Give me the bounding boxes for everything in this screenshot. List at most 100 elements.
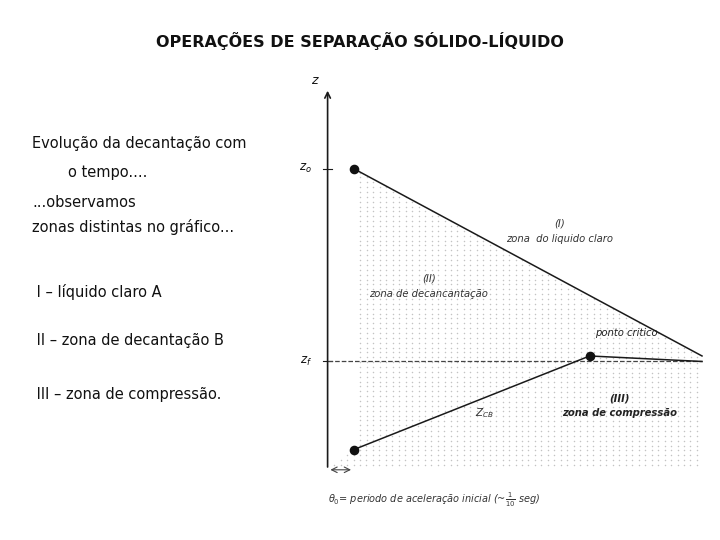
Text: z: z [311,74,318,87]
Point [484,456,495,464]
Point [400,421,411,430]
Point [400,266,411,274]
Point [406,319,418,328]
Point [432,368,444,376]
Point [354,353,366,362]
Point [613,397,625,406]
Point [691,373,703,382]
Point [555,363,567,372]
Point [691,393,703,401]
Point [406,314,418,323]
Point [354,217,366,226]
Point [581,436,593,445]
Point [516,422,528,430]
Point [451,382,463,391]
Point [523,353,534,362]
Point [575,314,586,323]
Point [426,353,437,362]
Point [426,446,437,455]
Point [497,358,508,367]
Point [464,377,476,386]
Point [426,348,437,357]
Point [581,412,593,421]
Point [490,339,502,347]
Point [406,431,418,440]
Point [451,246,463,255]
Point [510,266,521,274]
Point [516,417,528,426]
Point [562,383,573,391]
Point [445,300,456,308]
Point [575,324,586,333]
Point [458,373,469,381]
Point [393,416,405,425]
Point [445,329,456,338]
Point [374,407,385,415]
Point [406,461,418,469]
Point [367,285,379,294]
Point [438,241,450,250]
Point [361,280,372,289]
Point [400,222,411,231]
Point [380,261,392,269]
Point [562,431,573,440]
Point [419,427,431,435]
Point [354,382,366,391]
Point [613,412,625,421]
Point [348,461,359,469]
Point [613,451,625,460]
Point [400,353,411,362]
Point [555,378,567,387]
Point [588,378,599,387]
Point [536,436,547,445]
Point [691,378,703,387]
Point [594,373,606,382]
Point [477,451,489,460]
Point [626,334,638,342]
Point [503,329,515,338]
Point [400,198,411,206]
Point [477,237,489,245]
Point [477,397,489,406]
Point [678,397,690,406]
Point [451,451,463,460]
Point [374,285,385,294]
Point [477,314,489,323]
Point [659,427,670,435]
Point [387,373,398,381]
Point [380,241,392,250]
Point [438,382,450,391]
Point [490,324,502,333]
Point [458,451,469,460]
Point [438,397,450,406]
Point [555,334,567,342]
Point [639,427,651,435]
Point [451,412,463,421]
Point [361,300,372,308]
Point [458,305,469,313]
Point [529,300,541,308]
Point [464,451,476,460]
Point [620,334,631,342]
Point [600,456,612,464]
Point [555,358,567,367]
Point [367,222,379,231]
Point [445,246,456,255]
Point [464,275,476,284]
Point [503,431,515,440]
Point [367,402,379,410]
Point [691,456,703,464]
Point [523,407,534,416]
Point [426,329,437,338]
Point [652,402,664,411]
Point [432,227,444,235]
Point [581,329,593,338]
Point [588,422,599,430]
Point [626,343,638,352]
Point [490,363,502,372]
Point [646,343,657,352]
Point [374,261,385,269]
Point [348,451,359,460]
Point [646,359,657,367]
Point [413,251,424,260]
